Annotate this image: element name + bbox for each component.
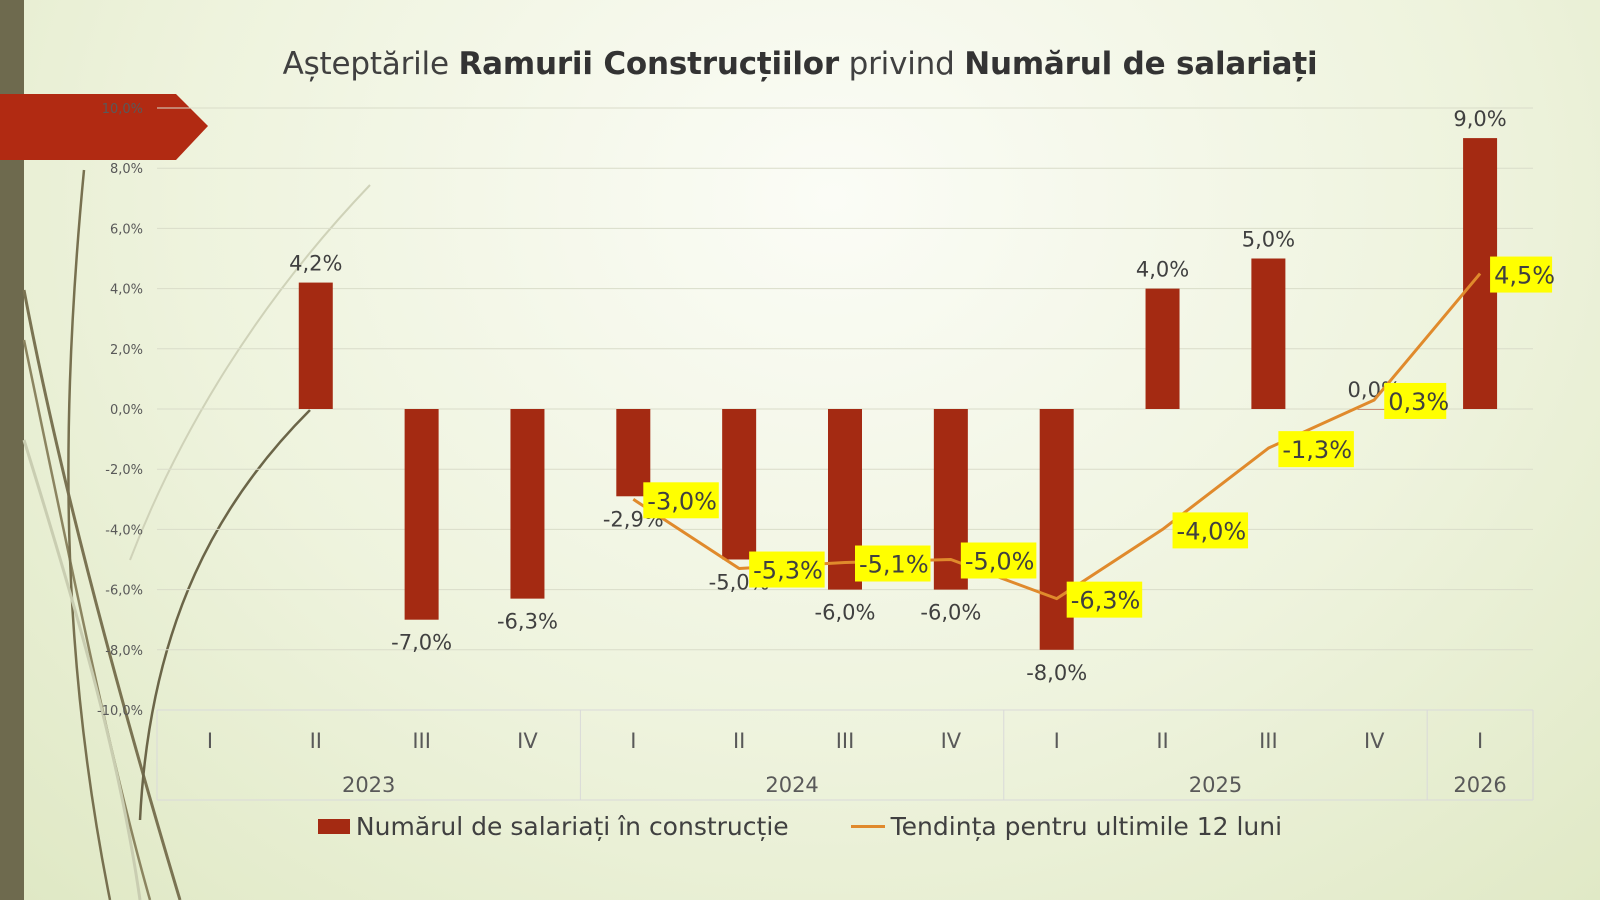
trend-label-highlight: [1172, 512, 1249, 549]
title-text: Așteptările: [282, 46, 459, 82]
trend-data-label: 0,3%: [1388, 388, 1449, 416]
x-group-label: 2025: [1189, 773, 1242, 797]
bar-data-label: 5,0%: [1242, 228, 1295, 252]
y-tick-label: 8,0%: [110, 162, 143, 177]
x-group-label: 2026: [1453, 773, 1506, 797]
y-tick-label: -4,0%: [105, 523, 143, 538]
bar-data-label: 9,0%: [1453, 107, 1506, 131]
decor-curve: [67, 169, 112, 900]
y-tick-label: -10,0%: [97, 704, 143, 719]
bar: [510, 409, 545, 599]
legend-item-bars: Numărul de salariați în construcție: [317, 812, 789, 841]
x-tick-label: IV: [941, 729, 962, 753]
title-text: privind: [838, 46, 965, 82]
bar: [722, 409, 757, 560]
decor-curve: [129, 184, 371, 561]
bar-data-label: -6,0%: [815, 601, 876, 625]
y-tick-label: 2,0%: [110, 343, 143, 358]
bar-data-label: -6,0%: [920, 601, 981, 625]
x-tick-label: II: [310, 729, 322, 753]
x-tick-label: I: [1477, 729, 1483, 753]
bar-data-label: -7,0%: [391, 631, 452, 655]
trend-label-highlight: [855, 545, 931, 582]
title-text-bold: Numărul de salariați: [964, 46, 1318, 82]
trend-label-highlight: [749, 551, 825, 588]
title-text-bold: Ramurii Construcțiilor: [458, 46, 839, 82]
legend-label-line: Tendința pentru ultimile 12 luni: [890, 812, 1283, 841]
trend-label-highlight: [1384, 382, 1447, 419]
x-group-label: 2023: [342, 773, 395, 797]
x-group-label: 2024: [765, 773, 818, 797]
legend-item-line: Tendința pentru ultimile 12 luni: [850, 812, 1283, 841]
trend-data-label: -3,0%: [647, 487, 717, 515]
y-tick-label: -6,0%: [105, 584, 143, 599]
bar-data-label: -8,0%: [1026, 661, 1087, 685]
bar: [1357, 409, 1392, 410]
trend-data-label: -4,0%: [1177, 517, 1247, 545]
y-tick-label: -8,0%: [105, 644, 143, 659]
legend: Numărul de salariați în construcție Tend…: [0, 812, 1600, 841]
x-tick-label: III: [1259, 729, 1278, 753]
y-tick-label: 10,0%: [102, 102, 143, 117]
trend-data-label: -5,0%: [965, 548, 1035, 576]
trend-label-highlight: [643, 482, 719, 519]
x-tick-label: IV: [517, 729, 538, 753]
x-tick-label: I: [630, 729, 636, 753]
x-tick-label: III: [412, 729, 431, 753]
x-tick-label: III: [836, 729, 855, 753]
x-tick-label: I: [1054, 729, 1060, 753]
legend-swatch-bar: [317, 819, 350, 834]
trend-data-label: -1,3%: [1282, 436, 1352, 464]
legend-label-bars: Numărul de salariați în construcție: [355, 812, 789, 841]
chart-title: Așteptările Ramurii Construcțiilor privi…: [0, 46, 1600, 82]
decor-curve: [22, 339, 152, 900]
trend-label-highlight: [960, 542, 1037, 579]
bar: [1251, 258, 1286, 409]
x-tick-label: II: [733, 729, 745, 753]
y-tick-label: 0,0%: [110, 403, 143, 418]
y-tick-label: -2,0%: [105, 463, 143, 478]
x-tick-label: I: [207, 729, 213, 753]
y-tick-label: 4,0%: [110, 283, 143, 298]
legend-swatch-line: [850, 825, 885, 828]
bar: [1145, 288, 1180, 409]
x-tick-label: II: [1156, 729, 1168, 753]
trend-data-label: -5,1%: [859, 551, 929, 579]
bar-data-label: 4,0%: [1136, 258, 1189, 282]
trend-data-label: -5,3%: [753, 557, 823, 585]
trend-data-label: 4,5%: [1494, 262, 1555, 290]
bar: [404, 409, 439, 620]
trend-label-highlight: [1490, 256, 1553, 293]
decor-curve: [22, 439, 142, 900]
bar-data-label: 4,2%: [289, 252, 342, 276]
bar: [616, 409, 651, 497]
x-tick-label: IV: [1364, 729, 1385, 753]
y-tick-label: 6,0%: [110, 222, 143, 237]
bar: [298, 282, 333, 409]
accent-banner: [0, 94, 208, 160]
decor-curve: [22, 289, 182, 900]
trend-data-label: -6,3%: [1071, 587, 1141, 615]
bar-data-label: -6,3%: [497, 610, 558, 634]
decor-curve: [138, 409, 311, 821]
trend-label-highlight: [1278, 431, 1354, 468]
trend-label-highlight: [1066, 581, 1143, 618]
